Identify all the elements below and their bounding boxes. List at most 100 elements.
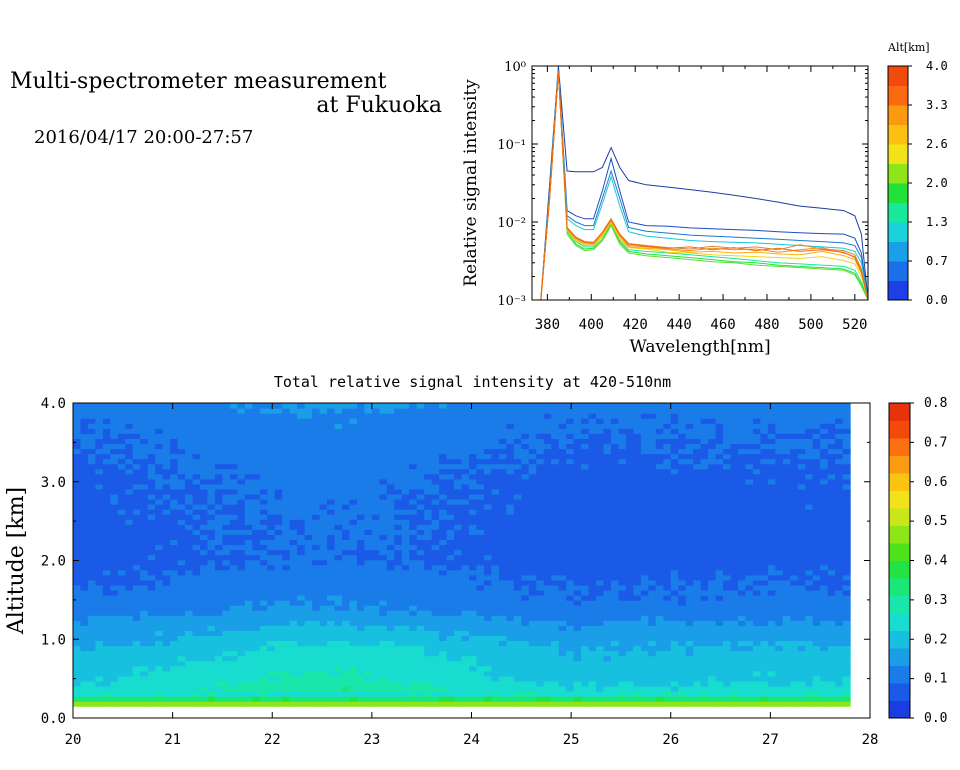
heatmap-cell: [110, 488, 119, 495]
heatmap-cell: [117, 635, 126, 642]
heatmap-cell: [625, 539, 634, 546]
heatmap-cell: [140, 493, 149, 500]
heatmap-cell: [409, 685, 418, 692]
heatmap-cell: [192, 458, 201, 465]
heatmap-cell: [341, 478, 351, 485]
heatmap-cell: [289, 443, 298, 450]
heatmap-cell: [162, 514, 171, 520]
heatmap-cell: [282, 418, 291, 424]
heatmap-cell: [513, 559, 522, 566]
heatmap-cell: [87, 625, 97, 631]
heatmap-cell: [327, 650, 336, 657]
heatmap-cell: [566, 514, 575, 520]
heatmap-cell: [379, 514, 388, 520]
heatmap-cell: [640, 529, 649, 535]
heatmap-cell: [349, 691, 358, 697]
heatmap-cell: [267, 519, 276, 525]
heatmap-cell: [237, 443, 246, 450]
heatmap-cell: [625, 589, 634, 596]
heatmap-cell: [409, 640, 418, 647]
heatmap-cell: [334, 473, 343, 480]
heatmap-cell: [521, 468, 530, 475]
heatmap-cell: [483, 615, 493, 621]
heatmap-cell: [132, 589, 141, 596]
heatmap-cell: [125, 600, 134, 606]
heatmap-cell: [633, 640, 642, 647]
heatmap-cell: [431, 514, 440, 520]
heatmap-cell: [663, 569, 672, 576]
heatmap-cell: [424, 559, 433, 566]
heatmap-cell: [297, 569, 306, 576]
heatmap-cell: [162, 529, 171, 535]
heatmap-cell: [237, 655, 246, 662]
heatmap-cell: [394, 413, 403, 419]
heatmap-cell: [327, 675, 336, 682]
heatmap-cell: [513, 615, 522, 621]
heatmap-cell: [431, 408, 440, 414]
heatmap-cell: [596, 630, 605, 637]
heatmap-cell: [192, 534, 201, 541]
heatmap-cell: [155, 701, 164, 707]
heatmap-cell: [513, 529, 522, 535]
heatmap-cell: [132, 493, 141, 500]
heatmap-cell: [274, 519, 283, 525]
heatmap-cell: [461, 670, 470, 677]
heatmap-cell: [252, 600, 261, 606]
heatmap-cell: [379, 645, 388, 652]
heatmap-cell: [625, 584, 634, 591]
heatmap-cell: [289, 579, 298, 586]
heatmap-cell: [566, 549, 575, 556]
heatmap-cell: [640, 574, 649, 581]
heatmap-cell: [498, 579, 507, 586]
heatmap-cell: [394, 488, 403, 495]
heatmap-cell: [297, 650, 306, 657]
heatmap-cell: [192, 635, 201, 642]
heatmap-cell: [543, 514, 552, 520]
heatmap-cell: [356, 675, 365, 682]
heatmap-cell: [386, 665, 395, 672]
heatmap-cell: [476, 408, 485, 414]
heatmap-cell: [349, 574, 358, 581]
heatmap-cell: [528, 443, 537, 450]
heatmap-cell: [289, 519, 298, 525]
heatmap-cell: [625, 534, 634, 541]
heatmap-cell: [551, 610, 560, 616]
heatmap-cell: [341, 524, 351, 530]
heatmap-cell: [364, 640, 373, 647]
heatmap-cell: [162, 605, 171, 611]
heatmap-cell: [289, 504, 298, 510]
heatmap-cell: [379, 458, 388, 465]
heatmap-cell: [401, 625, 410, 631]
heatmap-cell: [439, 554, 448, 561]
heatmap-cell: [446, 584, 455, 591]
heatmap-cell: [625, 433, 634, 439]
heatmap-cell: [259, 483, 268, 490]
heatmap-cell: [244, 509, 253, 515]
heatmap-cell: [581, 610, 590, 616]
heatmap-cell: [640, 559, 649, 566]
heatmap-cell: [192, 600, 201, 606]
heatmap-cell: [409, 569, 418, 576]
heatmap-cell: [506, 488, 515, 495]
heatmap-cell: [334, 529, 343, 535]
heatmap-cell: [409, 519, 418, 525]
heatmap-cell: [655, 468, 664, 475]
heatmap-cell: [633, 433, 642, 439]
heatmap-cell: [439, 655, 448, 662]
heatmap-cell: [386, 579, 395, 586]
spectrum-x-axis-label: Wavelength[nm]: [629, 337, 770, 357]
heatmap-cell: [655, 605, 664, 611]
heatmap-cell: [170, 670, 179, 677]
heatmap-cell: [252, 615, 261, 621]
heatmap-cell: [461, 554, 470, 561]
heatmap-cell: [289, 610, 298, 616]
heatmap-cell: [185, 403, 194, 409]
heatmap-cell: [386, 630, 395, 637]
heatmap-cell: [312, 554, 321, 561]
heatmap-cell: [491, 529, 500, 535]
heatmap-cell: [371, 665, 380, 672]
heatmap-cell: [125, 680, 134, 687]
heatmap-cell: [237, 413, 246, 419]
heatmap-cell: [80, 433, 89, 439]
heatmap-cell: [170, 418, 179, 424]
